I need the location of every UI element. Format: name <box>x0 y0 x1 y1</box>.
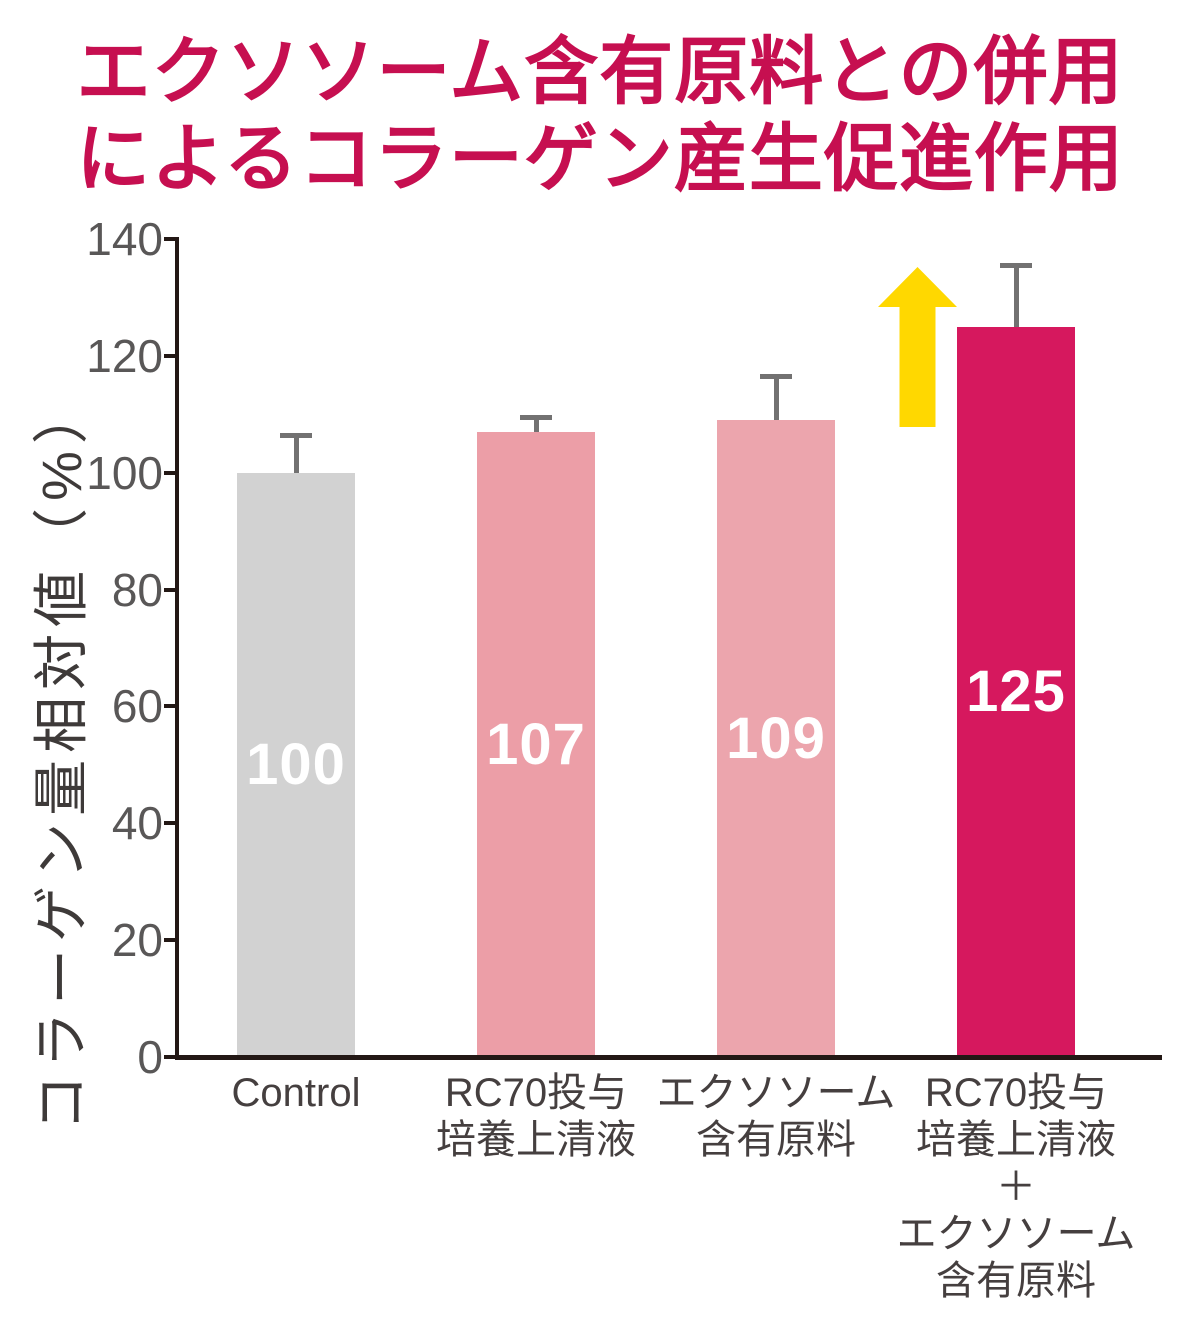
x-axis-category-line: RC70投与 <box>444 1071 628 1115</box>
chart-title-line2: によるコラーゲン産生促進作用 <box>76 117 1124 201</box>
up-arrow-icon <box>878 267 957 427</box>
x-axis-category-label: Control <box>166 1070 426 1117</box>
y-tick-mark <box>164 470 177 475</box>
y-tick-label: 80 <box>111 563 163 616</box>
up-arrow-shape <box>878 267 957 427</box>
x-axis-category-line: RC70投与 <box>924 1071 1108 1115</box>
chart-title-line1: エクソソーム含有原料との併用 <box>76 30 1124 113</box>
x-axis-category-line: Control <box>231 1071 361 1115</box>
x-axis-category-label: エクソソーム 含有原料 <box>646 1070 906 1164</box>
error-bar-stem <box>533 417 539 432</box>
error-bar-cap <box>280 432 312 438</box>
x-axis-category-label: RC70投与 培養上清液＋エクソソーム 含有原料 <box>886 1070 1146 1305</box>
y-tick-mark <box>164 353 177 358</box>
y-tick-label: 100 <box>86 446 163 499</box>
y-tick-mark <box>164 587 177 592</box>
chart-title: エクソソーム含有原料との併用 によるコラーゲン産生促進作用 <box>0 28 1200 203</box>
error-bar-stem <box>293 434 299 473</box>
bar-value-label: 107 <box>486 711 586 777</box>
y-tick-mark <box>164 938 177 943</box>
error-bar-cap <box>520 415 552 421</box>
x-axis-category-line: エクソソーム <box>656 1071 896 1115</box>
bar: 125 <box>957 326 1075 1057</box>
bar-value-label: 109 <box>726 706 826 772</box>
x-axis-category-line: 培養上清液 <box>436 1118 636 1162</box>
y-tick-label: 140 <box>86 213 163 265</box>
y-tick-label: 20 <box>111 914 163 967</box>
y-tick-mark <box>164 237 177 241</box>
x-axis-line <box>175 1055 1162 1060</box>
x-axis-category-line: エクソソーム <box>896 1212 1136 1256</box>
y-tick-mark <box>164 821 177 826</box>
y-tick-label: 0 <box>137 1031 163 1083</box>
bar: 100 <box>237 472 355 1057</box>
error-bar-stem <box>773 376 779 421</box>
y-tick-mark <box>164 704 177 709</box>
x-axis-category-label: RC70投与 培養上清液 <box>406 1070 666 1164</box>
y-tick-label: 40 <box>111 797 163 850</box>
y-axis-line <box>175 237 179 1059</box>
error-bar-cap <box>1000 263 1032 269</box>
x-axis-category-line: 含有原料 <box>936 1259 1096 1303</box>
y-tick-mark <box>164 1055 177 1059</box>
x-axis-category-line: ＋ <box>996 1165 1036 1209</box>
bar-value-label: 125 <box>966 659 1066 725</box>
y-tick-label: 120 <box>86 329 163 382</box>
bar-value-label: 100 <box>246 732 346 798</box>
y-tick-label: 60 <box>111 680 163 733</box>
bar: 107 <box>477 431 595 1057</box>
x-axis-category-line: 含有原料 <box>696 1118 856 1162</box>
error-bar-cap <box>760 374 792 380</box>
error-bar-stem <box>1013 265 1019 327</box>
x-axis-category-line: 培養上清液 <box>916 1118 1116 1162</box>
bar: 109 <box>717 420 835 1057</box>
